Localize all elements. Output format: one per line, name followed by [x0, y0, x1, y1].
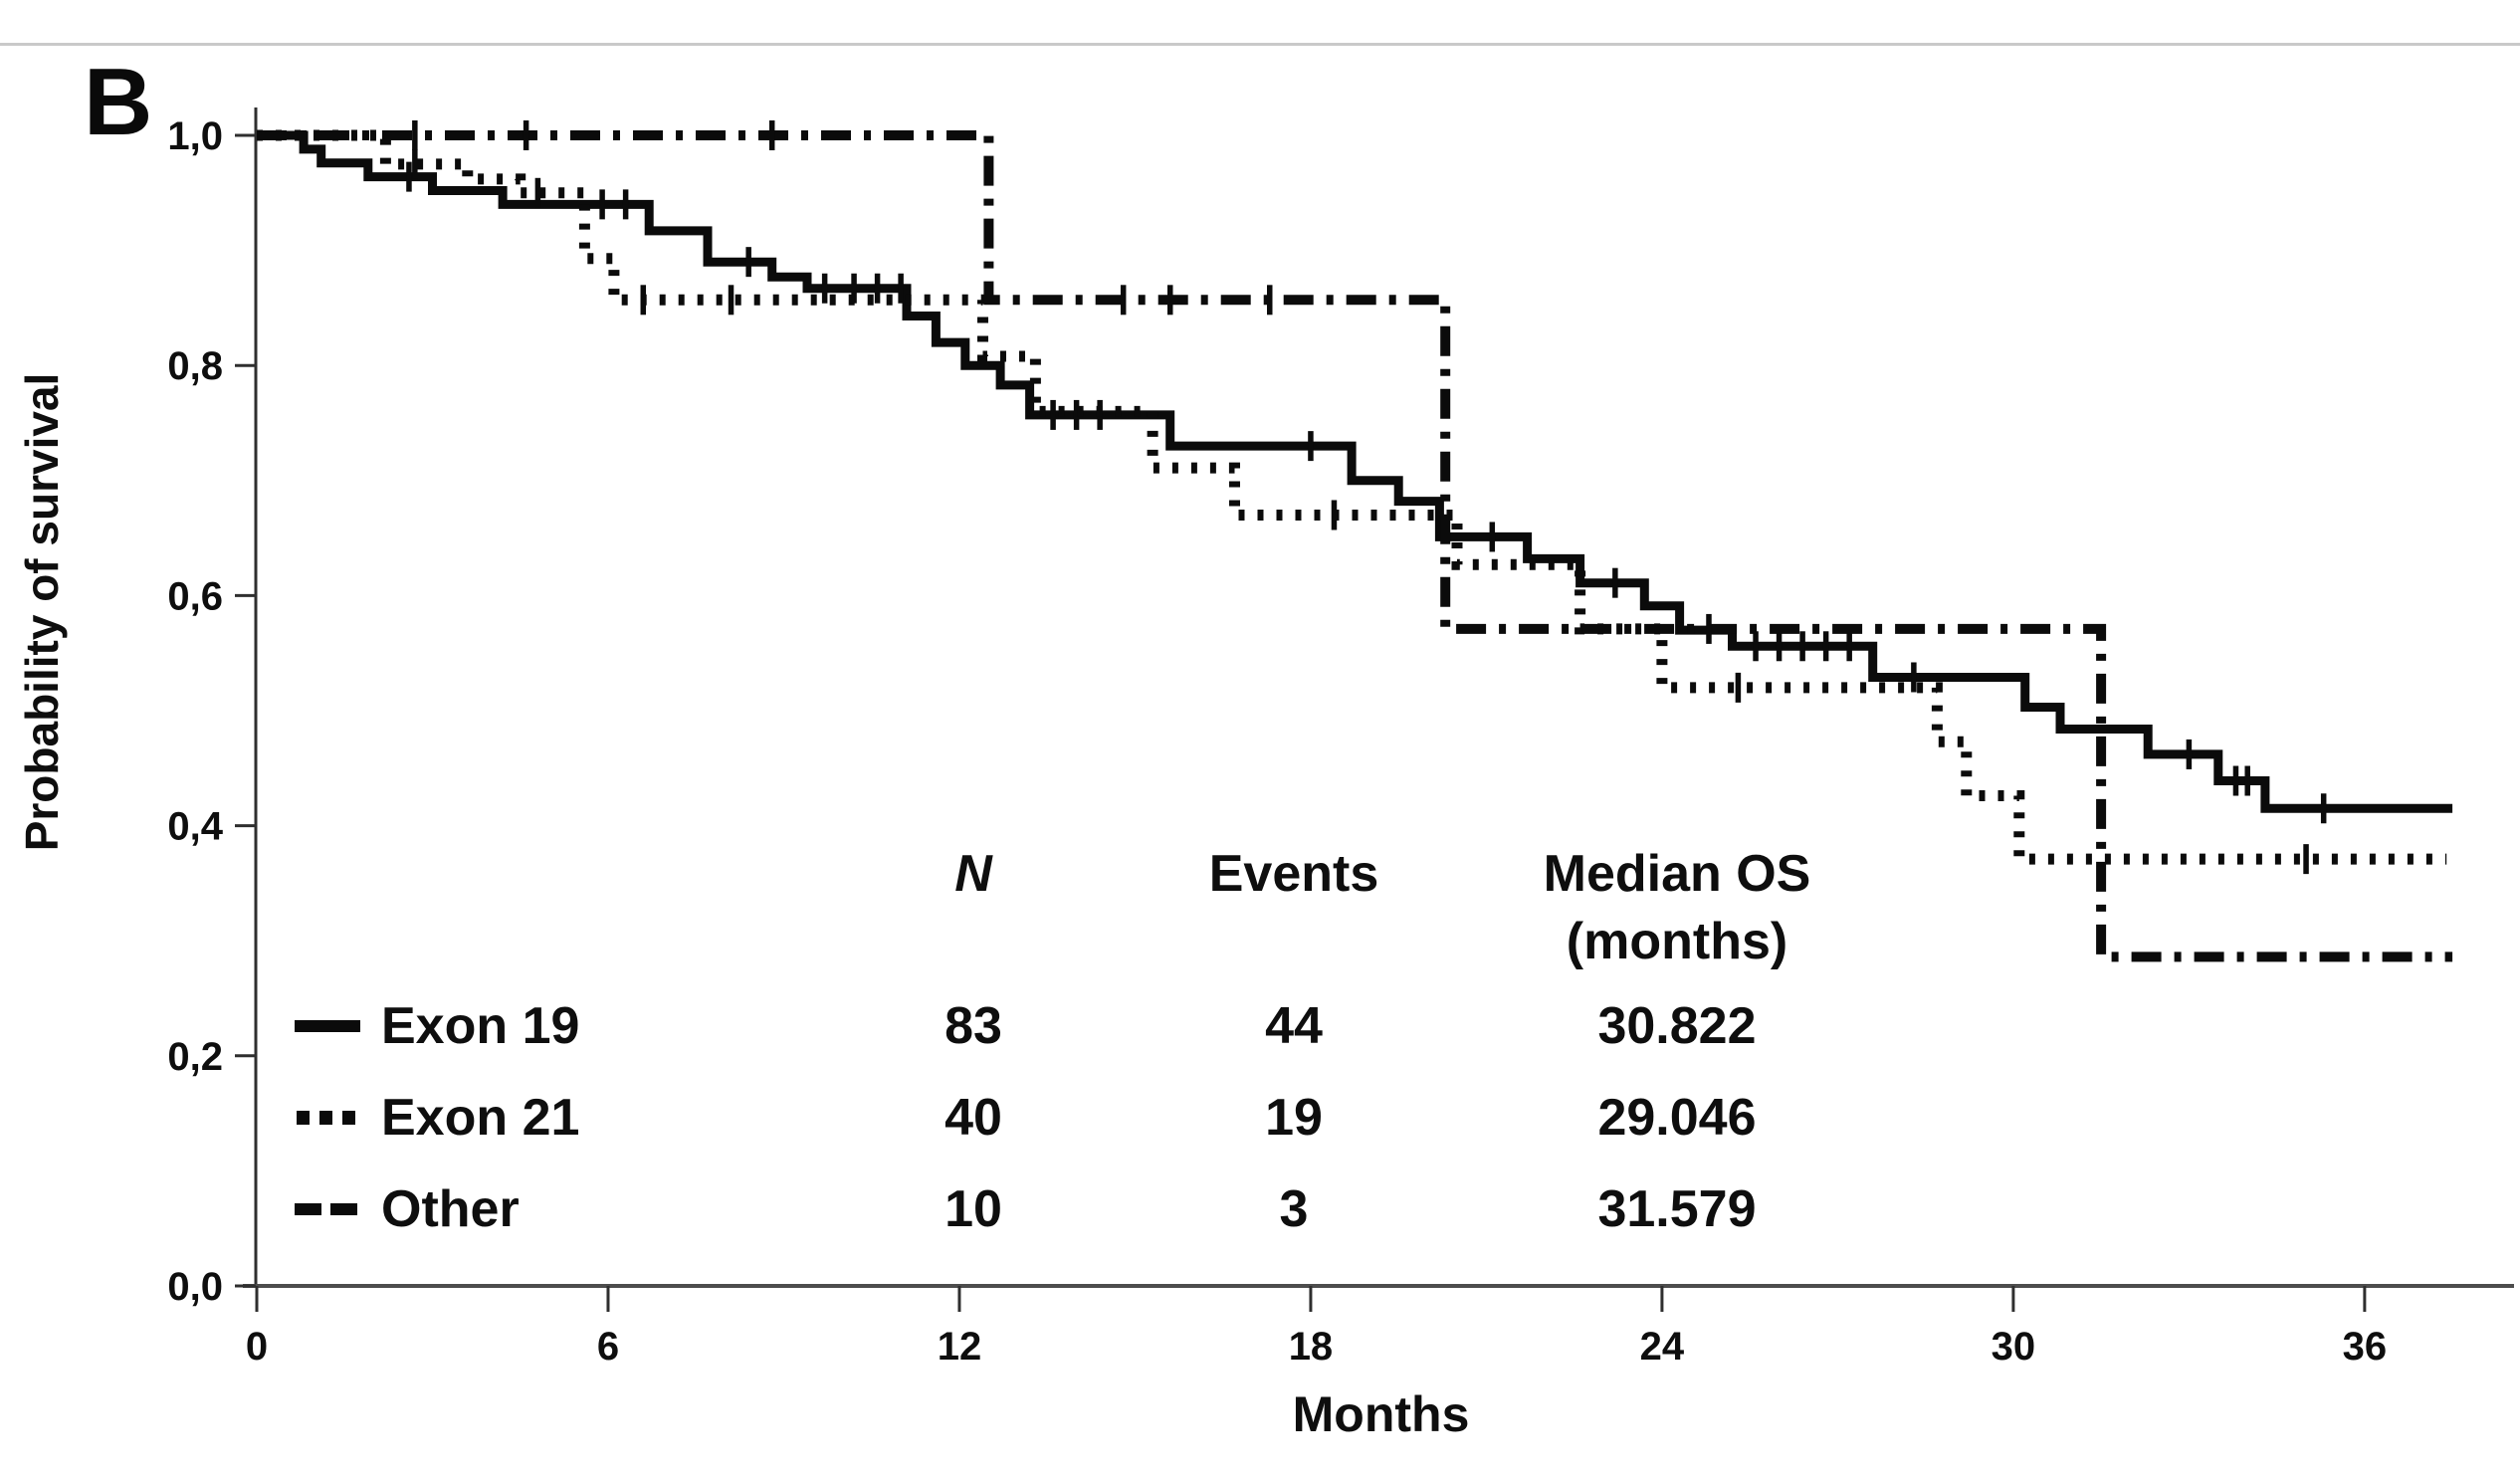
y-axis-title: Probability of survival: [16, 373, 68, 852]
legend-sample-solid: [295, 1020, 360, 1032]
y-tick-label: 0,8: [167, 344, 223, 388]
y-tick-label: 0,2: [167, 1035, 223, 1079]
legend-sample-dashed: [295, 1203, 321, 1215]
y-tick-label: 0,0: [167, 1265, 223, 1309]
legend-label-other: Other: [381, 1180, 520, 1238]
legend-events-exon-19: 44: [1265, 997, 1323, 1055]
legend-header-median-line1: Median OS: [1544, 845, 1811, 903]
x-tick-label: 30: [1992, 1325, 2036, 1369]
curve-other: [257, 130, 2453, 962]
y-tick-label: 0,4: [167, 805, 223, 849]
legend-sample-dotted: [342, 1111, 355, 1125]
x-tick-label: 24: [1640, 1325, 1685, 1369]
legend-sample-dashed: [330, 1203, 357, 1215]
x-axis-title: Months: [1293, 1386, 1470, 1442]
legend-label-exon-19: Exon 19: [381, 997, 579, 1055]
x-tick-label: 6: [597, 1325, 619, 1369]
curve-exon-21: [257, 129, 2447, 865]
x-tick-label: 12: [938, 1325, 982, 1369]
curve-exon-19: [257, 130, 2453, 813]
y-tick-label: 0,6: [167, 574, 223, 618]
legend-events-exon-21: 19: [1265, 1089, 1323, 1147]
x-tick-label: 0: [246, 1325, 268, 1369]
legend-events-other: 3: [1280, 1180, 1309, 1238]
top-divider-line: [0, 43, 2520, 46]
y-tick-label: 1,0: [167, 114, 223, 158]
x-tick-label: 18: [1289, 1325, 1334, 1369]
legend-median-exon-21: 29.046: [1597, 1089, 1756, 1147]
legend-n-exon-21: 40: [945, 1089, 1002, 1147]
legend-n-other: 10: [945, 1180, 1002, 1238]
legend-sample-dotted: [297, 1111, 310, 1125]
legend-n-exon-19: 83: [945, 997, 1002, 1055]
panel-label: B: [84, 49, 155, 155]
legend-header-events: Events: [1209, 845, 1379, 903]
legend-header-n: N: [954, 845, 993, 903]
legend-median-exon-19: 30.822: [1597, 997, 1756, 1055]
legend-label-exon-21: Exon 21: [381, 1089, 579, 1147]
legend-sample-dotted: [319, 1111, 332, 1125]
legend-median-other: 31.579: [1597, 1180, 1756, 1238]
x-tick-label: 36: [2343, 1325, 2388, 1369]
legend-header-median-line2: (months): [1567, 913, 1787, 970]
